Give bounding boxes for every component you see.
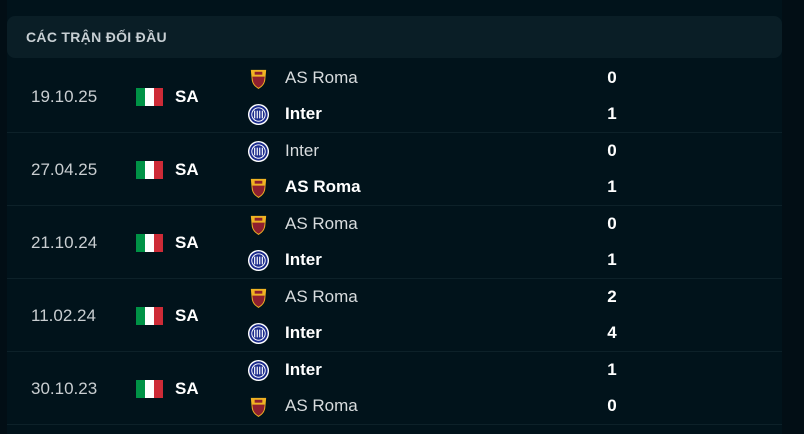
league-code: SA	[175, 379, 199, 398]
inter-logo-icon	[247, 140, 270, 163]
inter-logo-icon	[247, 249, 270, 272]
team-line: AS Roma 2	[247, 279, 787, 315]
team-line: Inter 1	[247, 352, 787, 388]
team-name: AS Roma	[285, 177, 361, 196]
match-date: 27.04.25	[31, 160, 98, 179]
team-score: 4	[607, 323, 617, 342]
league-code: SA	[175, 160, 199, 179]
team-line: AS Roma 1	[247, 169, 787, 205]
team-score: 2	[607, 287, 617, 306]
italy-flag-icon	[136, 380, 163, 398]
team-line: AS Roma 0	[247, 388, 787, 424]
team-name: AS Roma	[285, 287, 358, 306]
league-code: SA	[175, 306, 199, 325]
italy-flag-icon	[136, 88, 163, 106]
team-name: AS Roma	[285, 214, 358, 233]
team-name: Inter	[285, 141, 320, 160]
team-name: Inter	[285, 104, 322, 123]
head-to-head-panel: CÁC TRẬN ĐỐI ĐẦU 19.10.25 SA AS Roma 0 I…	[7, 0, 782, 434]
team-score: 0	[607, 396, 617, 415]
team-score: 1	[607, 177, 617, 196]
as-roma-logo-icon	[247, 176, 270, 199]
team-line: Inter 4	[247, 315, 787, 351]
match-row[interactable]: 11.02.24 SA AS Roma 2 Inter 4	[7, 279, 782, 352]
as-roma-logo-icon	[247, 286, 270, 309]
match-date: 19.10.25	[31, 87, 98, 106]
team-name: Inter	[285, 323, 322, 342]
match-row[interactable]: 19.10.25 SA AS Roma 0 Inter 1	[7, 60, 782, 133]
team-score: 0	[607, 214, 617, 233]
team-score: 0	[607, 68, 617, 87]
team-line: AS Roma 0	[247, 60, 787, 96]
team-score: 1	[607, 360, 617, 379]
league-code: SA	[175, 233, 199, 252]
team-line: AS Roma 0	[247, 206, 787, 242]
as-roma-logo-icon	[247, 213, 270, 236]
inter-logo-icon	[247, 359, 270, 382]
team-score: 1	[607, 104, 617, 123]
team-name: Inter	[285, 360, 322, 379]
italy-flag-icon	[136, 307, 163, 325]
team-name: Inter	[285, 250, 322, 269]
team-line: Inter 1	[247, 96, 787, 132]
team-name: AS Roma	[285, 68, 358, 87]
italy-flag-icon	[136, 234, 163, 252]
as-roma-logo-icon	[247, 67, 270, 90]
italy-flag-icon	[136, 161, 163, 179]
league-code: SA	[175, 87, 199, 106]
team-score: 0	[607, 141, 617, 160]
team-line: Inter 0	[247, 133, 787, 169]
match-date: 21.10.24	[31, 233, 98, 252]
inter-logo-icon	[247, 103, 270, 126]
team-score: 1	[607, 250, 617, 269]
as-roma-logo-icon	[247, 395, 270, 418]
section-title: CÁC TRẬN ĐỐI ĐẦU	[26, 29, 167, 45]
team-line: Inter 1	[247, 242, 787, 278]
section-header: CÁC TRẬN ĐỐI ĐẦU	[7, 16, 782, 58]
inter-logo-icon	[247, 322, 270, 345]
match-date: 30.10.23	[31, 379, 98, 398]
match-row[interactable]: 30.10.23 SA Inter 1 AS Roma 0	[7, 352, 782, 425]
match-row[interactable]: 27.04.25 SA Inter 0 AS Roma 1	[7, 133, 782, 206]
match-row[interactable]: 21.10.24 SA AS Roma 0 Inter 1	[7, 206, 782, 279]
match-date: 11.02.24	[31, 306, 96, 325]
team-name: AS Roma	[285, 396, 358, 415]
